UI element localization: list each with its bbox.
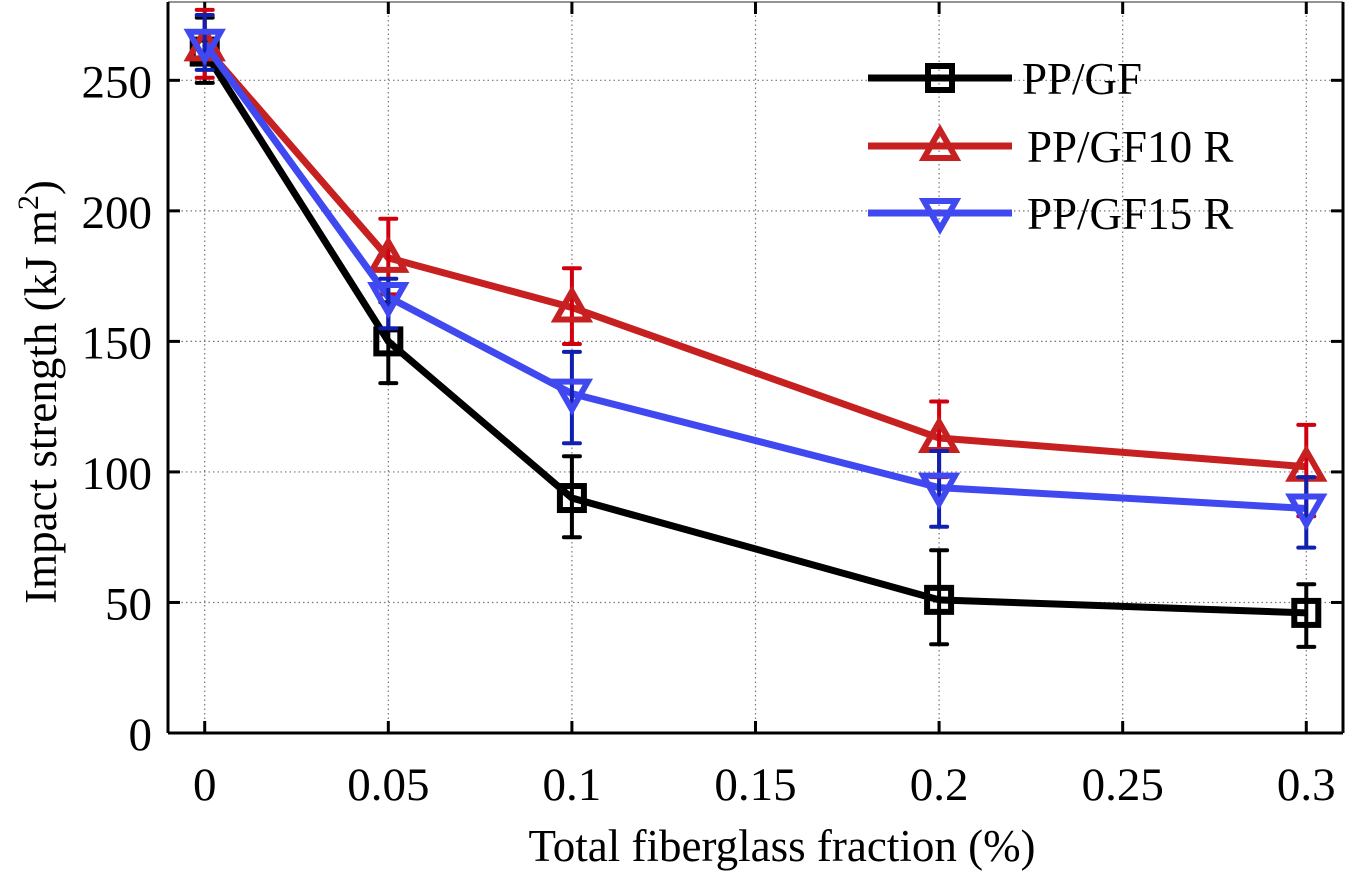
data-point [367,282,410,320]
data-point [917,472,961,510]
y-tick-label: 0 [129,709,153,761]
series-line [201,41,1307,512]
x-tick-label: 0.25 [1082,759,1164,811]
x-tick-label: 0.05 [347,759,429,811]
data-point [550,378,594,416]
y-tick-label: 100 [82,448,153,500]
series-pp-gf15-r [183,13,1328,550]
legend-marker [918,198,962,236]
data-point [550,285,594,323]
x-tick-label: 0.3 [1277,759,1336,811]
legend-item: PP/GF15 R [868,189,1233,239]
y-tick-label: 150 [82,317,153,369]
data-point [924,584,955,615]
data-point [367,235,410,273]
y-axis-title-main: Impact strength (kJ m [16,210,66,604]
legend-label: PP/GF15 R [1027,189,1233,239]
legend-marker [918,123,962,161]
data-point [183,28,226,66]
grid-lines [168,2,1343,733]
x-tick-label: 0.1 [543,759,602,811]
x-tick-label: 0.2 [910,759,969,811]
data-point [556,483,587,514]
x-tick-label: 0.15 [714,759,796,811]
legend-item: PP/GF10 R [868,122,1233,172]
y-tick-label: 250 [82,56,153,108]
y-tick-label: 50 [105,578,152,630]
y-axis-title-superscript: 2 [12,195,45,210]
series-pp-gf [189,15,1322,649]
x-axis-title: Total fiberglass fraction (%) [528,821,1035,871]
legend-label: PP/GF10 R [1027,122,1233,172]
axis-ticks [168,2,1343,735]
y-tick-labels: 0 50 100 150 200 250 [82,56,153,761]
legend-label: PP/GF [1022,54,1142,104]
y-axis-title: Impact strength (kJ m2) [12,180,66,604]
x-tick-label: 0 [193,759,217,811]
data-point [1291,597,1322,628]
y-axis-title-close: ) [16,180,66,195]
data-point [1285,493,1328,531]
y-tick-label: 200 [82,187,153,239]
x-tick-labels: 0 0.05 0.1 0.15 0.2 0.25 0.3 [193,759,1336,811]
legend: PP/GF PP/GF10 R PP/GF15 R [868,54,1233,239]
series-layer [183,7,1328,649]
legend-item: PP/GF [868,54,1142,104]
legend-marker [925,63,955,93]
